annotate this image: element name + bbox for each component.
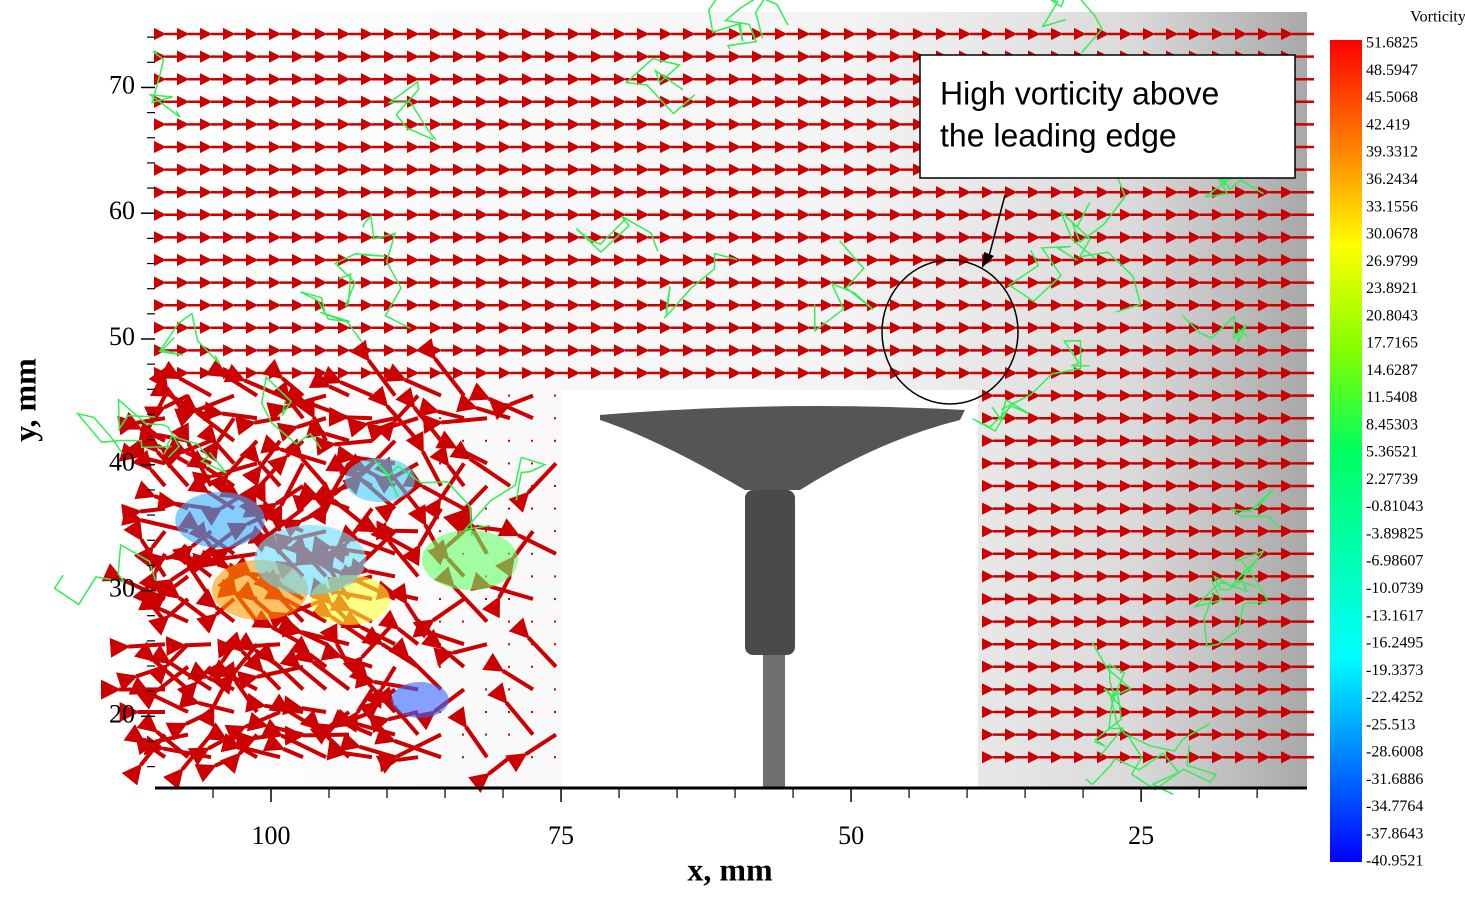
- colorbar-label: 45.5068: [1366, 89, 1418, 106]
- colorbar-label: -6.98607: [1366, 553, 1423, 570]
- colorbar-label: 39.3312: [1366, 144, 1418, 161]
- colorbar-label: 33.1556: [1366, 198, 1418, 215]
- annotation-line: High vorticity above: [940, 75, 1219, 111]
- colorbar-label: -37.8643: [1366, 825, 1423, 842]
- colorbar-label: -0.81043: [1366, 498, 1423, 515]
- colorbar-label: 48.5947: [1366, 62, 1418, 79]
- colorbar-label: -25.513: [1366, 716, 1415, 733]
- colorbar-title: Vorticity: [1410, 9, 1465, 26]
- x-axis-label: x, mm: [687, 851, 773, 887]
- colorbar-label: 26.9799: [1366, 253, 1418, 270]
- colorbar-label: 17.7165: [1366, 335, 1418, 352]
- colorbar-label: -3.89825: [1366, 525, 1423, 542]
- colorbar-label: -28.6008: [1366, 744, 1423, 761]
- velocity-vector: [184, 644, 211, 645]
- colorbar-label: -16.2495: [1366, 635, 1423, 652]
- x-tick-label: 25: [1128, 821, 1154, 850]
- colorbar-label: -13.1617: [1366, 607, 1423, 624]
- vorticity-patch: [175, 492, 265, 548]
- y-tick-label: 30: [109, 574, 135, 603]
- colorbar-label: -10.0739: [1366, 580, 1423, 597]
- vorticity-patch: [391, 682, 449, 718]
- colorbar-label: -34.7764: [1366, 798, 1423, 815]
- colorbar-label: 8.45303: [1366, 416, 1418, 433]
- x-tick-label: 100: [252, 821, 291, 850]
- colorbar-label: -31.6886: [1366, 771, 1423, 788]
- colorbar-label: 2.27739: [1366, 471, 1418, 488]
- colorbar-label: 51.6825: [1366, 35, 1418, 52]
- x-tick-label: 50: [838, 821, 864, 850]
- y-tick-label: 60: [109, 196, 135, 225]
- y-axis-label: y, mm: [6, 358, 42, 442]
- velocity-vector: [347, 417, 372, 418]
- vorticity-patch: [422, 530, 518, 590]
- colorbar-label: 30.0678: [1366, 226, 1418, 243]
- colorbar: [1330, 40, 1362, 862]
- colorbar-label: 42.419: [1366, 116, 1410, 133]
- y-tick-label: 40: [109, 448, 135, 477]
- colorbar-label: 36.2434: [1366, 171, 1418, 188]
- colorbar-label: 11.5408: [1366, 389, 1417, 406]
- colorbar-label: -40.9521: [1366, 853, 1423, 870]
- y-tick-label: 50: [109, 322, 135, 351]
- colorbar-label: 23.8921: [1366, 280, 1418, 297]
- velocity-vector: [128, 644, 165, 646]
- vorticity-patch: [345, 458, 415, 502]
- colorbar-label: 14.6287: [1366, 362, 1418, 379]
- colorbar-label: -22.4252: [1366, 689, 1423, 706]
- colorbar-label: -19.3373: [1366, 662, 1423, 679]
- x-tick-label: 75: [548, 821, 574, 850]
- vorticity-patch: [254, 525, 366, 595]
- velocity-vector: [398, 757, 418, 760]
- y-tick-label: 70: [109, 70, 135, 99]
- colorbar-label: 5.36521: [1366, 444, 1418, 461]
- vorticity-contour: [55, 545, 156, 605]
- colorbar-label: 20.8043: [1366, 307, 1418, 324]
- y-tick-label: 20: [109, 699, 135, 728]
- annotation-line: the leading edge: [940, 117, 1177, 153]
